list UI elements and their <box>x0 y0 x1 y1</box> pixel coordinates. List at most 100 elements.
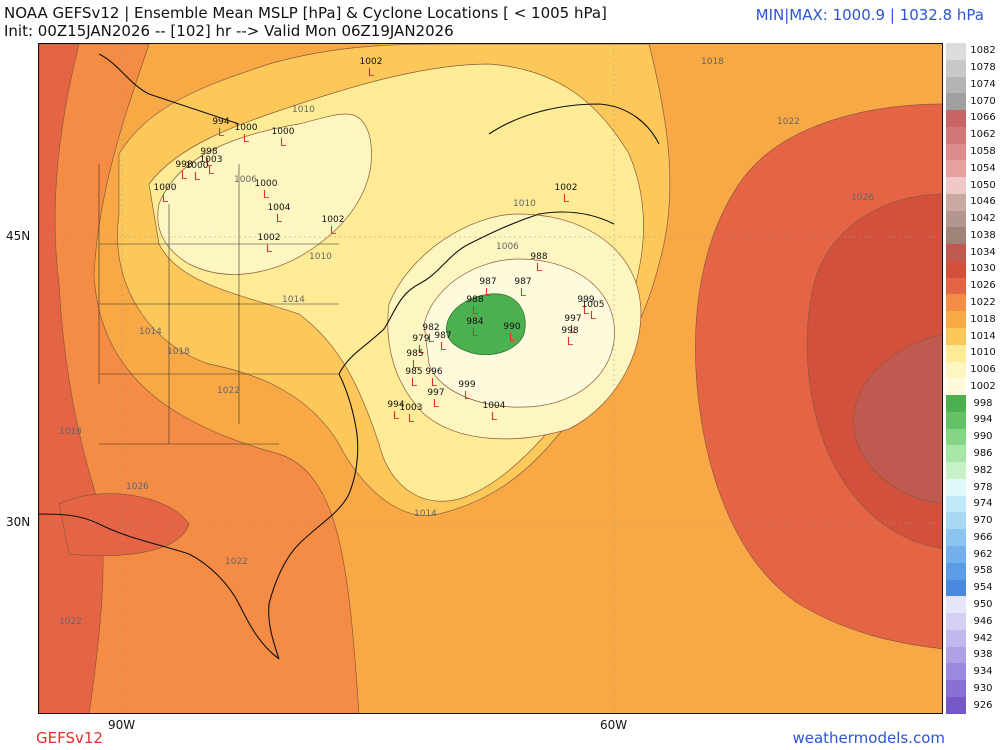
colorbar-swatch <box>946 244 966 261</box>
colorbar-label: 994 <box>973 414 993 426</box>
colorbar-swatch <box>946 462 966 479</box>
contour-label: 1026 <box>126 482 149 492</box>
map-valid-time: Init: 00Z15JAN2026 -- [102] hr --> Valid… <box>4 22 454 40</box>
colorbar-label: 1046 <box>970 196 996 208</box>
colorbar-swatch <box>946 629 966 647</box>
cyclone-pressure-label: 1000 <box>255 179 278 189</box>
colorbar-label: 1074 <box>970 78 996 90</box>
colorbar-swatch <box>946 478 966 496</box>
model-label: GEFSv12 <box>36 729 103 747</box>
colorbar-swatch <box>946 177 966 194</box>
colorbar-label: 1062 <box>970 129 996 141</box>
colorbar-label: 930 <box>973 682 993 694</box>
low-center-marker: L <box>181 169 188 182</box>
colorbar-label: 1070 <box>970 95 996 107</box>
low-center-marker: L <box>276 212 283 225</box>
cyclone-pressure-label: 1002 <box>360 57 383 67</box>
low-center-marker: L <box>570 323 577 336</box>
colorbar-label: 1050 <box>970 179 996 191</box>
colorbar-swatch <box>946 696 966 714</box>
low-center-marker: L <box>563 192 570 205</box>
contour-label: 1018 <box>59 427 82 437</box>
colorbar-swatch <box>946 411 966 429</box>
colorbar-label: 990 <box>973 431 993 443</box>
cyclone-pressure-label: 984 <box>466 317 483 327</box>
colorbar-swatch <box>946 43 966 60</box>
low-center-marker: L <box>485 286 492 299</box>
cyclone-pressure-label: 987 <box>514 277 531 287</box>
colorbar-swatch <box>946 395 966 412</box>
colorbar-swatch <box>946 545 966 563</box>
low-center-marker: L <box>431 376 438 389</box>
colorbar-label: 1010 <box>970 347 996 359</box>
colorbar-swatch <box>946 680 966 697</box>
contour-label: 1006 <box>234 175 257 185</box>
low-center-marker: L <box>464 389 471 402</box>
low-center-marker: L <box>266 242 273 255</box>
colorbar-swatch <box>946 562 966 580</box>
low-center-marker: L <box>590 309 597 322</box>
colorbar-swatch <box>946 76 966 94</box>
colorbar-label: 1034 <box>970 246 996 258</box>
colorbar-label: 1006 <box>970 364 996 376</box>
colorbar-label: 954 <box>973 582 993 594</box>
cyclone-pressure-label: 1003 <box>200 155 223 165</box>
low-center-marker: L <box>194 170 201 183</box>
lat-label-45n: 45N <box>6 229 31 243</box>
contour-label: 1026 <box>851 193 874 203</box>
colorbar-swatch <box>946 328 966 345</box>
colorbar-swatch <box>946 227 966 245</box>
cyclone-pressure-label: 985 <box>406 349 423 359</box>
colorbar-label: 1002 <box>970 380 996 392</box>
cyclone-pressure-label: 994 <box>387 400 404 410</box>
cyclone-pressure-label: 1000 <box>186 161 209 171</box>
contour-label: 1022 <box>217 386 240 396</box>
colorbar-swatch <box>946 126 966 144</box>
cyclone-pressure-label: 1000 <box>272 127 295 137</box>
low-center-marker: L <box>509 331 516 344</box>
cyclone-pressure-label: 999 <box>458 380 475 390</box>
cyclone-pressure-label: 987 <box>479 277 496 287</box>
colorbar-swatch <box>946 93 966 111</box>
lon-label-60w: 60W <box>600 718 628 732</box>
contour-label: 1014 <box>282 295 305 305</box>
colorbar-swatch <box>946 596 966 614</box>
low-center-marker: L <box>368 66 375 79</box>
cyclone-pressure-label: 1002 <box>322 215 345 225</box>
colorbar-label: 974 <box>973 498 993 510</box>
colorbar-label: 958 <box>973 565 993 577</box>
colorbar-label: 1082 <box>970 45 996 57</box>
low-center-marker: L <box>208 164 215 177</box>
cyclone-pressure-label: 999 <box>577 295 594 305</box>
colorbar-label: 926 <box>973 699 993 711</box>
colorbar-swatch <box>946 579 966 597</box>
colorbar-label: 1026 <box>970 280 996 292</box>
colorbar-label: 1078 <box>970 62 996 74</box>
min-max-readout: MIN|MAX: 1000.9 | 1032.8 hPa <box>755 6 984 24</box>
colorbar-swatch <box>946 378 966 396</box>
colorbar-label: 1042 <box>970 213 996 225</box>
contour-label: 1022 <box>777 117 800 127</box>
low-center-marker: L <box>243 132 250 145</box>
colorbar-label: 942 <box>973 632 993 644</box>
colorbar-label: 946 <box>973 615 993 627</box>
cyclone-pressure-label: 987 <box>434 331 451 341</box>
colorbar-label: 1030 <box>970 263 996 275</box>
lon-label-90w: 90W <box>108 718 136 732</box>
colorbar-swatch <box>946 59 966 77</box>
colorbar-label: 1014 <box>970 330 996 342</box>
pressure-colorbar <box>946 43 966 714</box>
low-center-marker: L <box>330 224 337 237</box>
colorbar-label: 1058 <box>970 146 996 158</box>
contour-label: 1010 <box>309 252 332 262</box>
low-center-marker: L <box>491 410 498 423</box>
pressure-map-canvas: 1018 1022 1026 1010 1006 1014 1018 1022 … <box>39 44 942 713</box>
low-center-marker: L <box>408 412 415 425</box>
colorbar-swatch <box>946 361 966 379</box>
cyclone-pressure-label: 1005 <box>582 300 605 310</box>
colorbar-swatch <box>946 428 966 446</box>
site-link[interactable]: weathermodels.com <box>792 729 945 747</box>
lat-label-30n: 30N <box>6 515 31 529</box>
colorbar-swatch <box>946 445 966 463</box>
pressure-map[interactable]: 1018 1022 1026 1010 1006 1014 1018 1022 … <box>38 43 943 714</box>
